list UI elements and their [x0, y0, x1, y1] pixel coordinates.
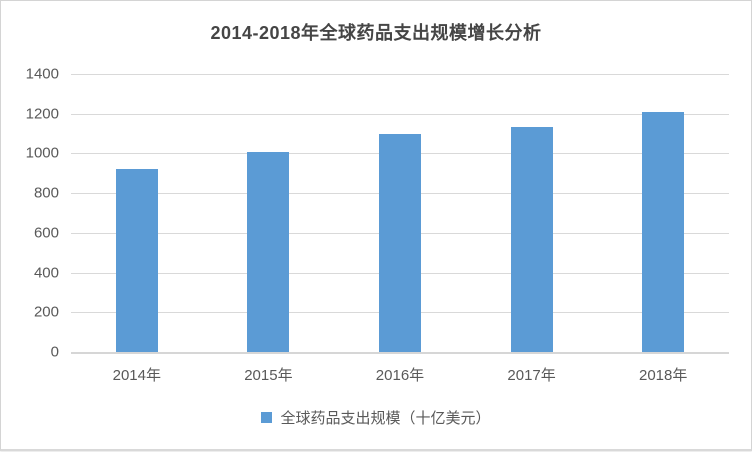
y-tick-label-1000: 1000: [25, 144, 59, 162]
legend-swatch-icon: [261, 411, 273, 423]
legend: 全球药品支出规模（十亿美元）: [1, 405, 751, 429]
gridline-1400: [71, 74, 729, 75]
x-tick-label-2016年: 2016年: [375, 367, 425, 384]
y-tick-label-400: 400: [33, 264, 59, 282]
y-tick-label-200: 200: [33, 303, 59, 321]
legend-label: 全球药品支出规模（十亿美元）: [280, 409, 491, 427]
bar-2016年: [379, 133, 421, 352]
y-tick-label-1200: 1200: [25, 105, 59, 123]
y-tick-label-1400: 1400: [25, 65, 59, 83]
gridline-1200: [71, 113, 729, 115]
gridline-0: [71, 352, 729, 354]
bar-2017年: [510, 126, 553, 352]
y-tick-label-0: 0: [50, 343, 59, 361]
bar-2015年: [247, 152, 290, 352]
y-tick-label-800: 800: [33, 184, 59, 202]
x-tick-label-2018年: 2018年: [639, 367, 688, 384]
bar-2014年: [115, 169, 158, 352]
x-tick-label-2015年: 2015年: [244, 367, 293, 384]
y-tick-label-600: 600: [33, 224, 59, 242]
x-tick-label-2014年: 2014年: [112, 367, 161, 384]
x-tick-label-2017年: 2017年: [507, 367, 556, 384]
bar-2018年: [642, 111, 685, 352]
chart-title: 2014-2018年全球药品支出规模增长分析: [210, 23, 542, 43]
